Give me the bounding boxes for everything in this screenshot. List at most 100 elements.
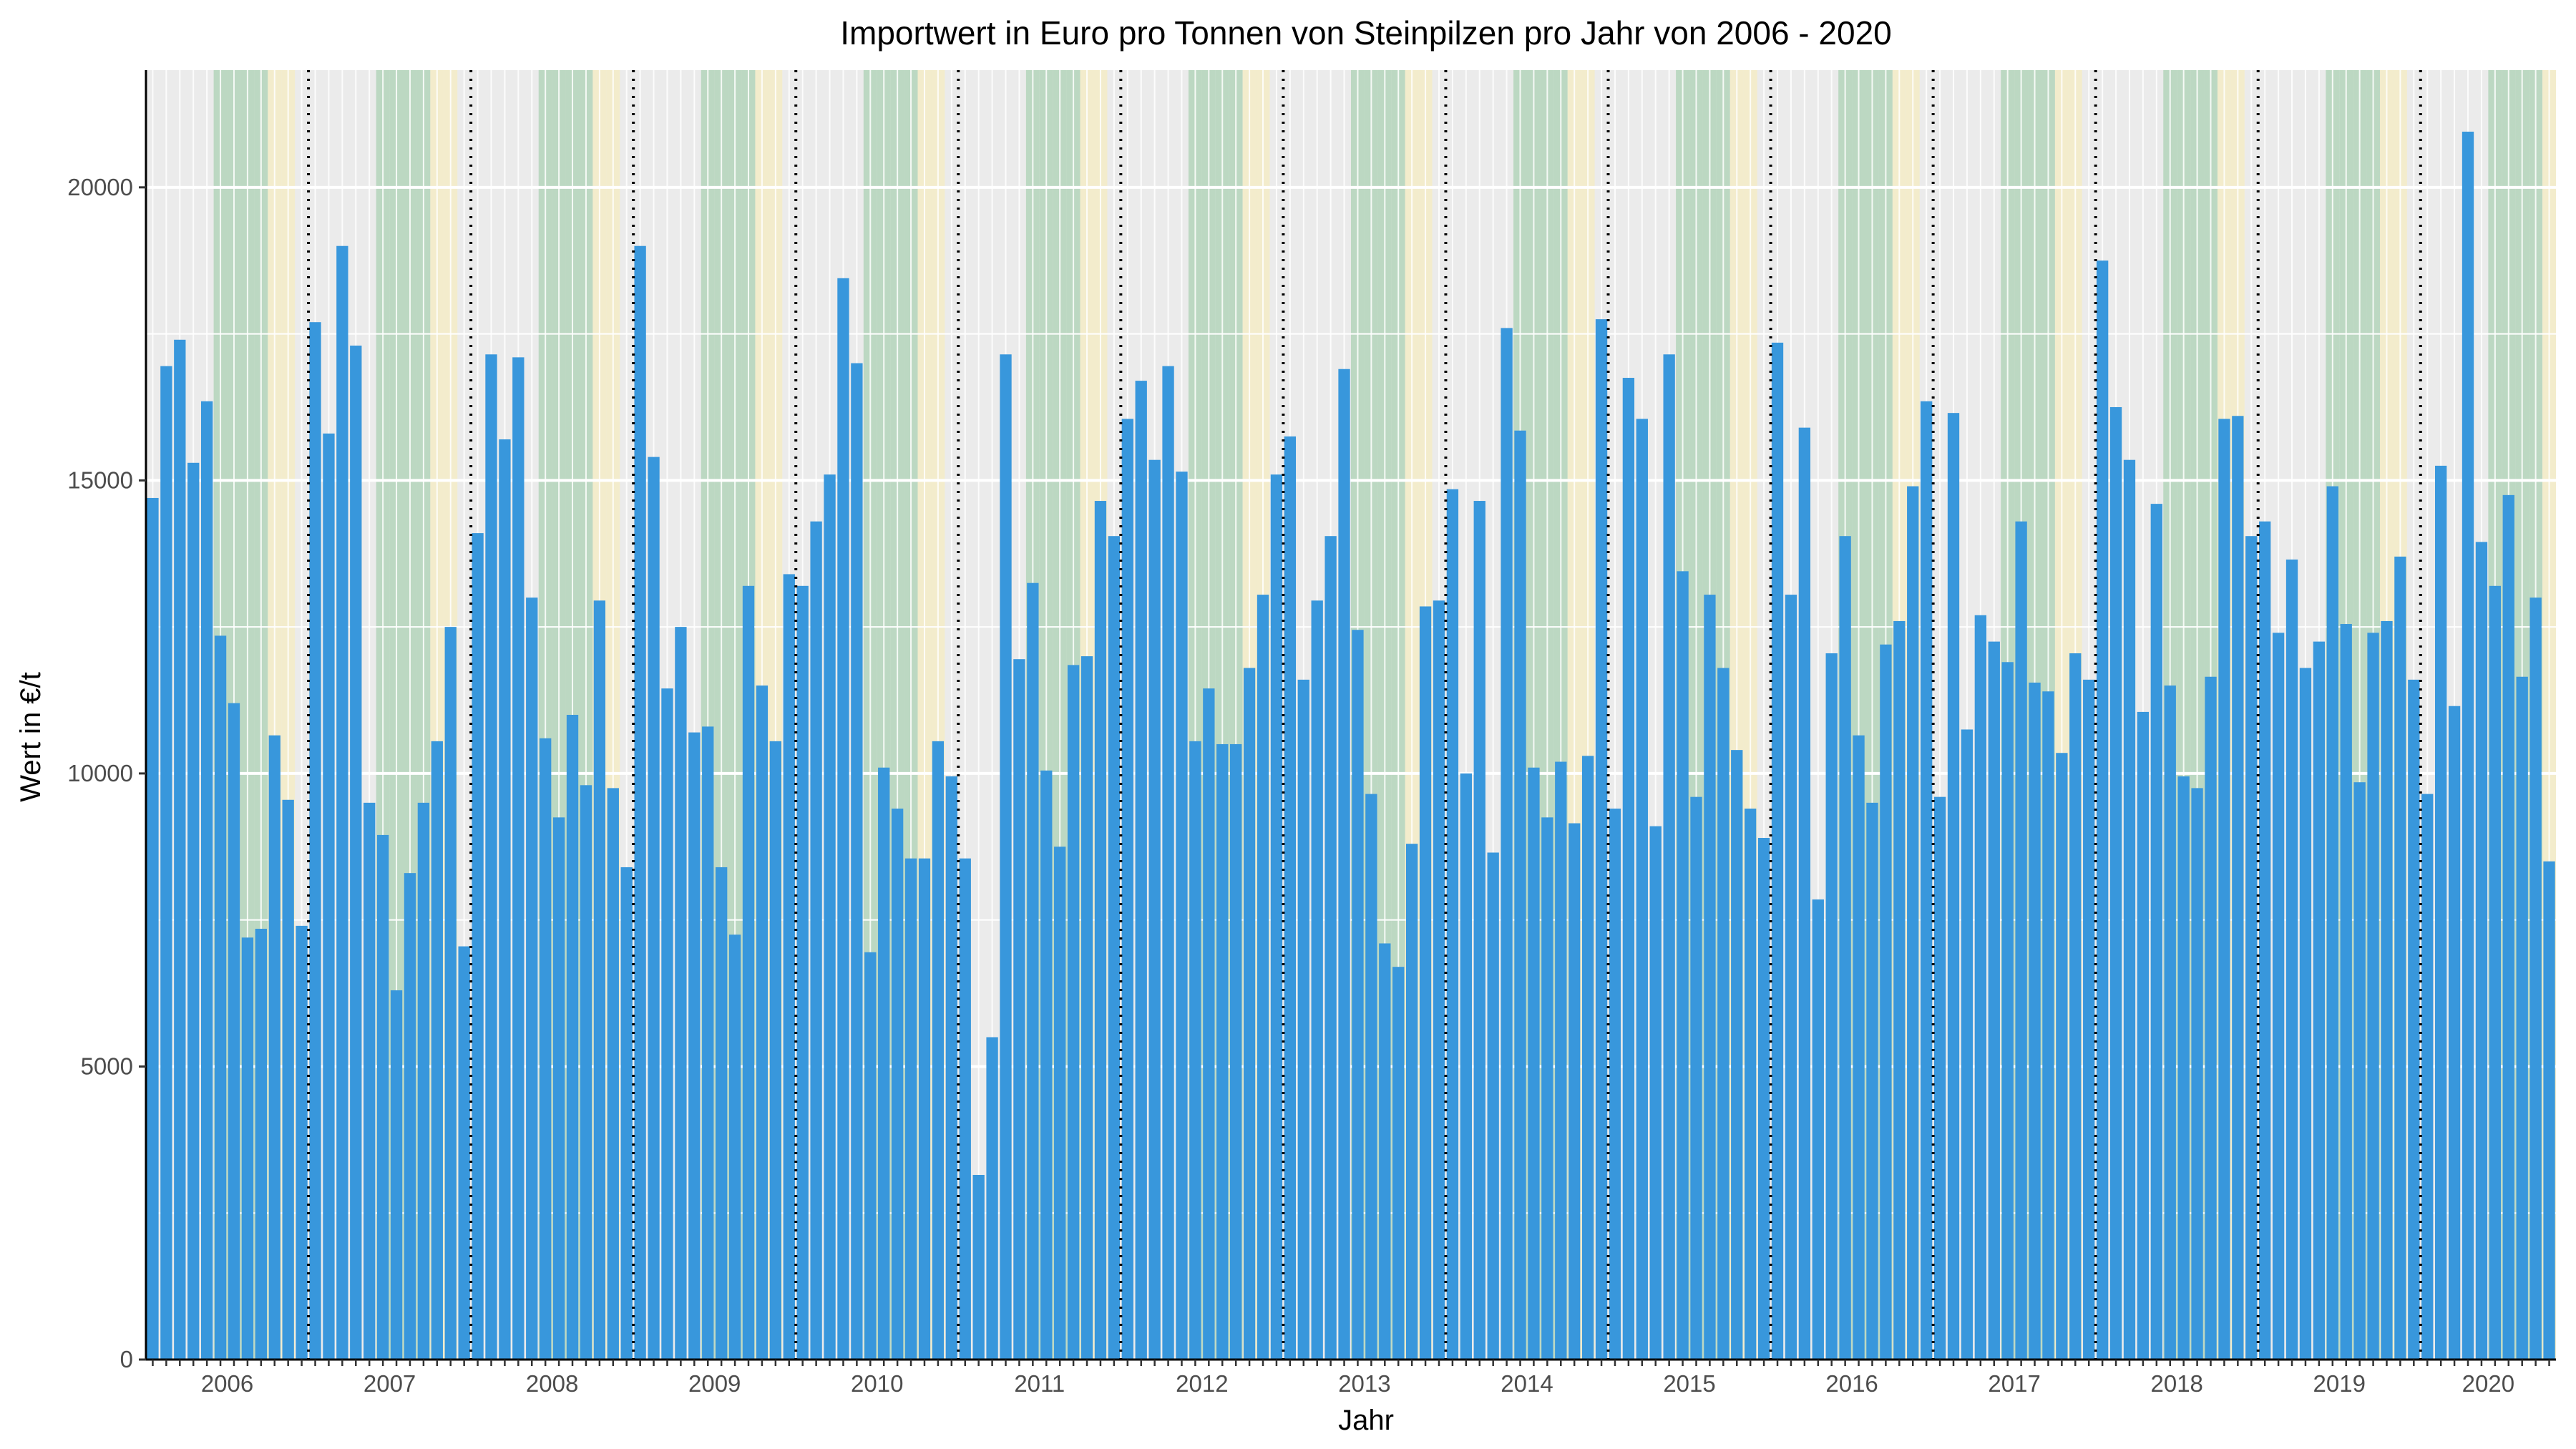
- y-tick-label: 15000: [67, 467, 133, 493]
- bar: [187, 462, 200, 1360]
- bar: [1663, 354, 1675, 1360]
- bar: [1568, 823, 1581, 1360]
- x-tick-label: 2016: [1825, 1370, 1878, 1397]
- bar: [1920, 401, 1933, 1360]
- bar: [593, 600, 606, 1360]
- bar: [1419, 606, 1432, 1360]
- bar: [404, 873, 416, 1360]
- bar: [878, 767, 890, 1360]
- bar: [634, 245, 646, 1360]
- bar: [2001, 662, 2014, 1360]
- x-tick-label: 2020: [2462, 1370, 2514, 1397]
- bar: [1907, 486, 1919, 1360]
- bar: [1609, 809, 1621, 1360]
- bar: [2191, 788, 2203, 1360]
- bar: [323, 433, 335, 1360]
- bar: [1581, 756, 1594, 1360]
- bar: [675, 627, 687, 1360]
- bar: [1555, 761, 1567, 1360]
- y-axis-title: Wert in €/t: [15, 672, 47, 802]
- bar: [2326, 486, 2338, 1360]
- bar: [2109, 406, 2122, 1360]
- bar: [499, 439, 511, 1360]
- bar: [1270, 474, 1283, 1360]
- bar: [1257, 595, 1269, 1360]
- y-tick-label: 0: [120, 1346, 133, 1372]
- bar: [607, 788, 619, 1360]
- bar: [2408, 679, 2420, 1360]
- bar: [1636, 419, 1648, 1360]
- chart-title: Importwert in Euro pro Tonnen von Steinp…: [840, 14, 1891, 52]
- bar: [364, 802, 376, 1360]
- bar: [2462, 132, 2474, 1360]
- bar: [390, 990, 403, 1360]
- bar: [715, 867, 728, 1360]
- bar: [1501, 328, 1513, 1360]
- bar: [769, 741, 782, 1360]
- bar: [526, 597, 538, 1360]
- x-tick-label: 2010: [851, 1370, 903, 1397]
- bar: [1771, 342, 1784, 1360]
- bar: [1745, 809, 1757, 1360]
- bar: [1000, 354, 1012, 1360]
- bar: [2299, 668, 2312, 1360]
- bar: [2285, 559, 2298, 1360]
- bar: [1338, 369, 1350, 1360]
- bar: [2232, 416, 2244, 1360]
- bar: [2123, 459, 2136, 1360]
- bar: [2164, 686, 2176, 1360]
- bar: [702, 726, 714, 1360]
- bar: [1825, 653, 1838, 1360]
- bar: [1027, 582, 1039, 1360]
- x-tick-label: 2006: [201, 1370, 253, 1397]
- bar: [200, 401, 213, 1360]
- bar: [1243, 668, 1256, 1360]
- bar: [2096, 260, 2109, 1360]
- bar: [796, 585, 809, 1360]
- bar: [2259, 521, 2271, 1360]
- bar: [1203, 688, 1215, 1360]
- bar: [2069, 653, 2082, 1360]
- bar: [2150, 504, 2162, 1360]
- bar: [620, 867, 633, 1360]
- bar: [1690, 796, 1702, 1360]
- bar: [742, 585, 755, 1360]
- bar: [728, 935, 741, 1360]
- bar: [1717, 668, 1729, 1360]
- bar: [661, 688, 673, 1360]
- bar: [1108, 536, 1121, 1360]
- bar: [932, 741, 945, 1360]
- y-tick-label: 20000: [67, 174, 133, 200]
- x-tick-label: 2011: [1014, 1370, 1065, 1397]
- bar: [1080, 656, 1093, 1360]
- bar: [2042, 691, 2054, 1360]
- bar: [2421, 794, 2434, 1360]
- bar: [376, 834, 389, 1360]
- bar: [1176, 472, 1188, 1360]
- bar: [1853, 735, 1865, 1360]
- bar: [891, 809, 904, 1360]
- bar: [2543, 861, 2555, 1360]
- x-tick-label: 2008: [526, 1370, 578, 1397]
- bar: [945, 776, 957, 1360]
- bar: [1595, 319, 1608, 1360]
- bar: [1487, 852, 1499, 1360]
- bar: [228, 703, 240, 1360]
- bar: [1013, 659, 1025, 1360]
- bar: [1433, 600, 1445, 1360]
- bar: [2015, 521, 2027, 1360]
- bar: [1622, 378, 1635, 1360]
- bar: [959, 858, 971, 1360]
- bar: [1148, 459, 1161, 1360]
- x-tick-label: 2017: [1988, 1370, 2040, 1397]
- bar: [2056, 753, 2068, 1360]
- bar: [472, 533, 484, 1360]
- bar: [350, 345, 362, 1360]
- x-tick-label: 2015: [1663, 1370, 1715, 1397]
- x-tick-label: 2009: [688, 1370, 741, 1397]
- y-tick-label: 10000: [67, 760, 133, 786]
- bar: [810, 521, 822, 1360]
- bar: [512, 357, 525, 1360]
- bar: [1704, 595, 1716, 1360]
- bar: [1067, 665, 1080, 1360]
